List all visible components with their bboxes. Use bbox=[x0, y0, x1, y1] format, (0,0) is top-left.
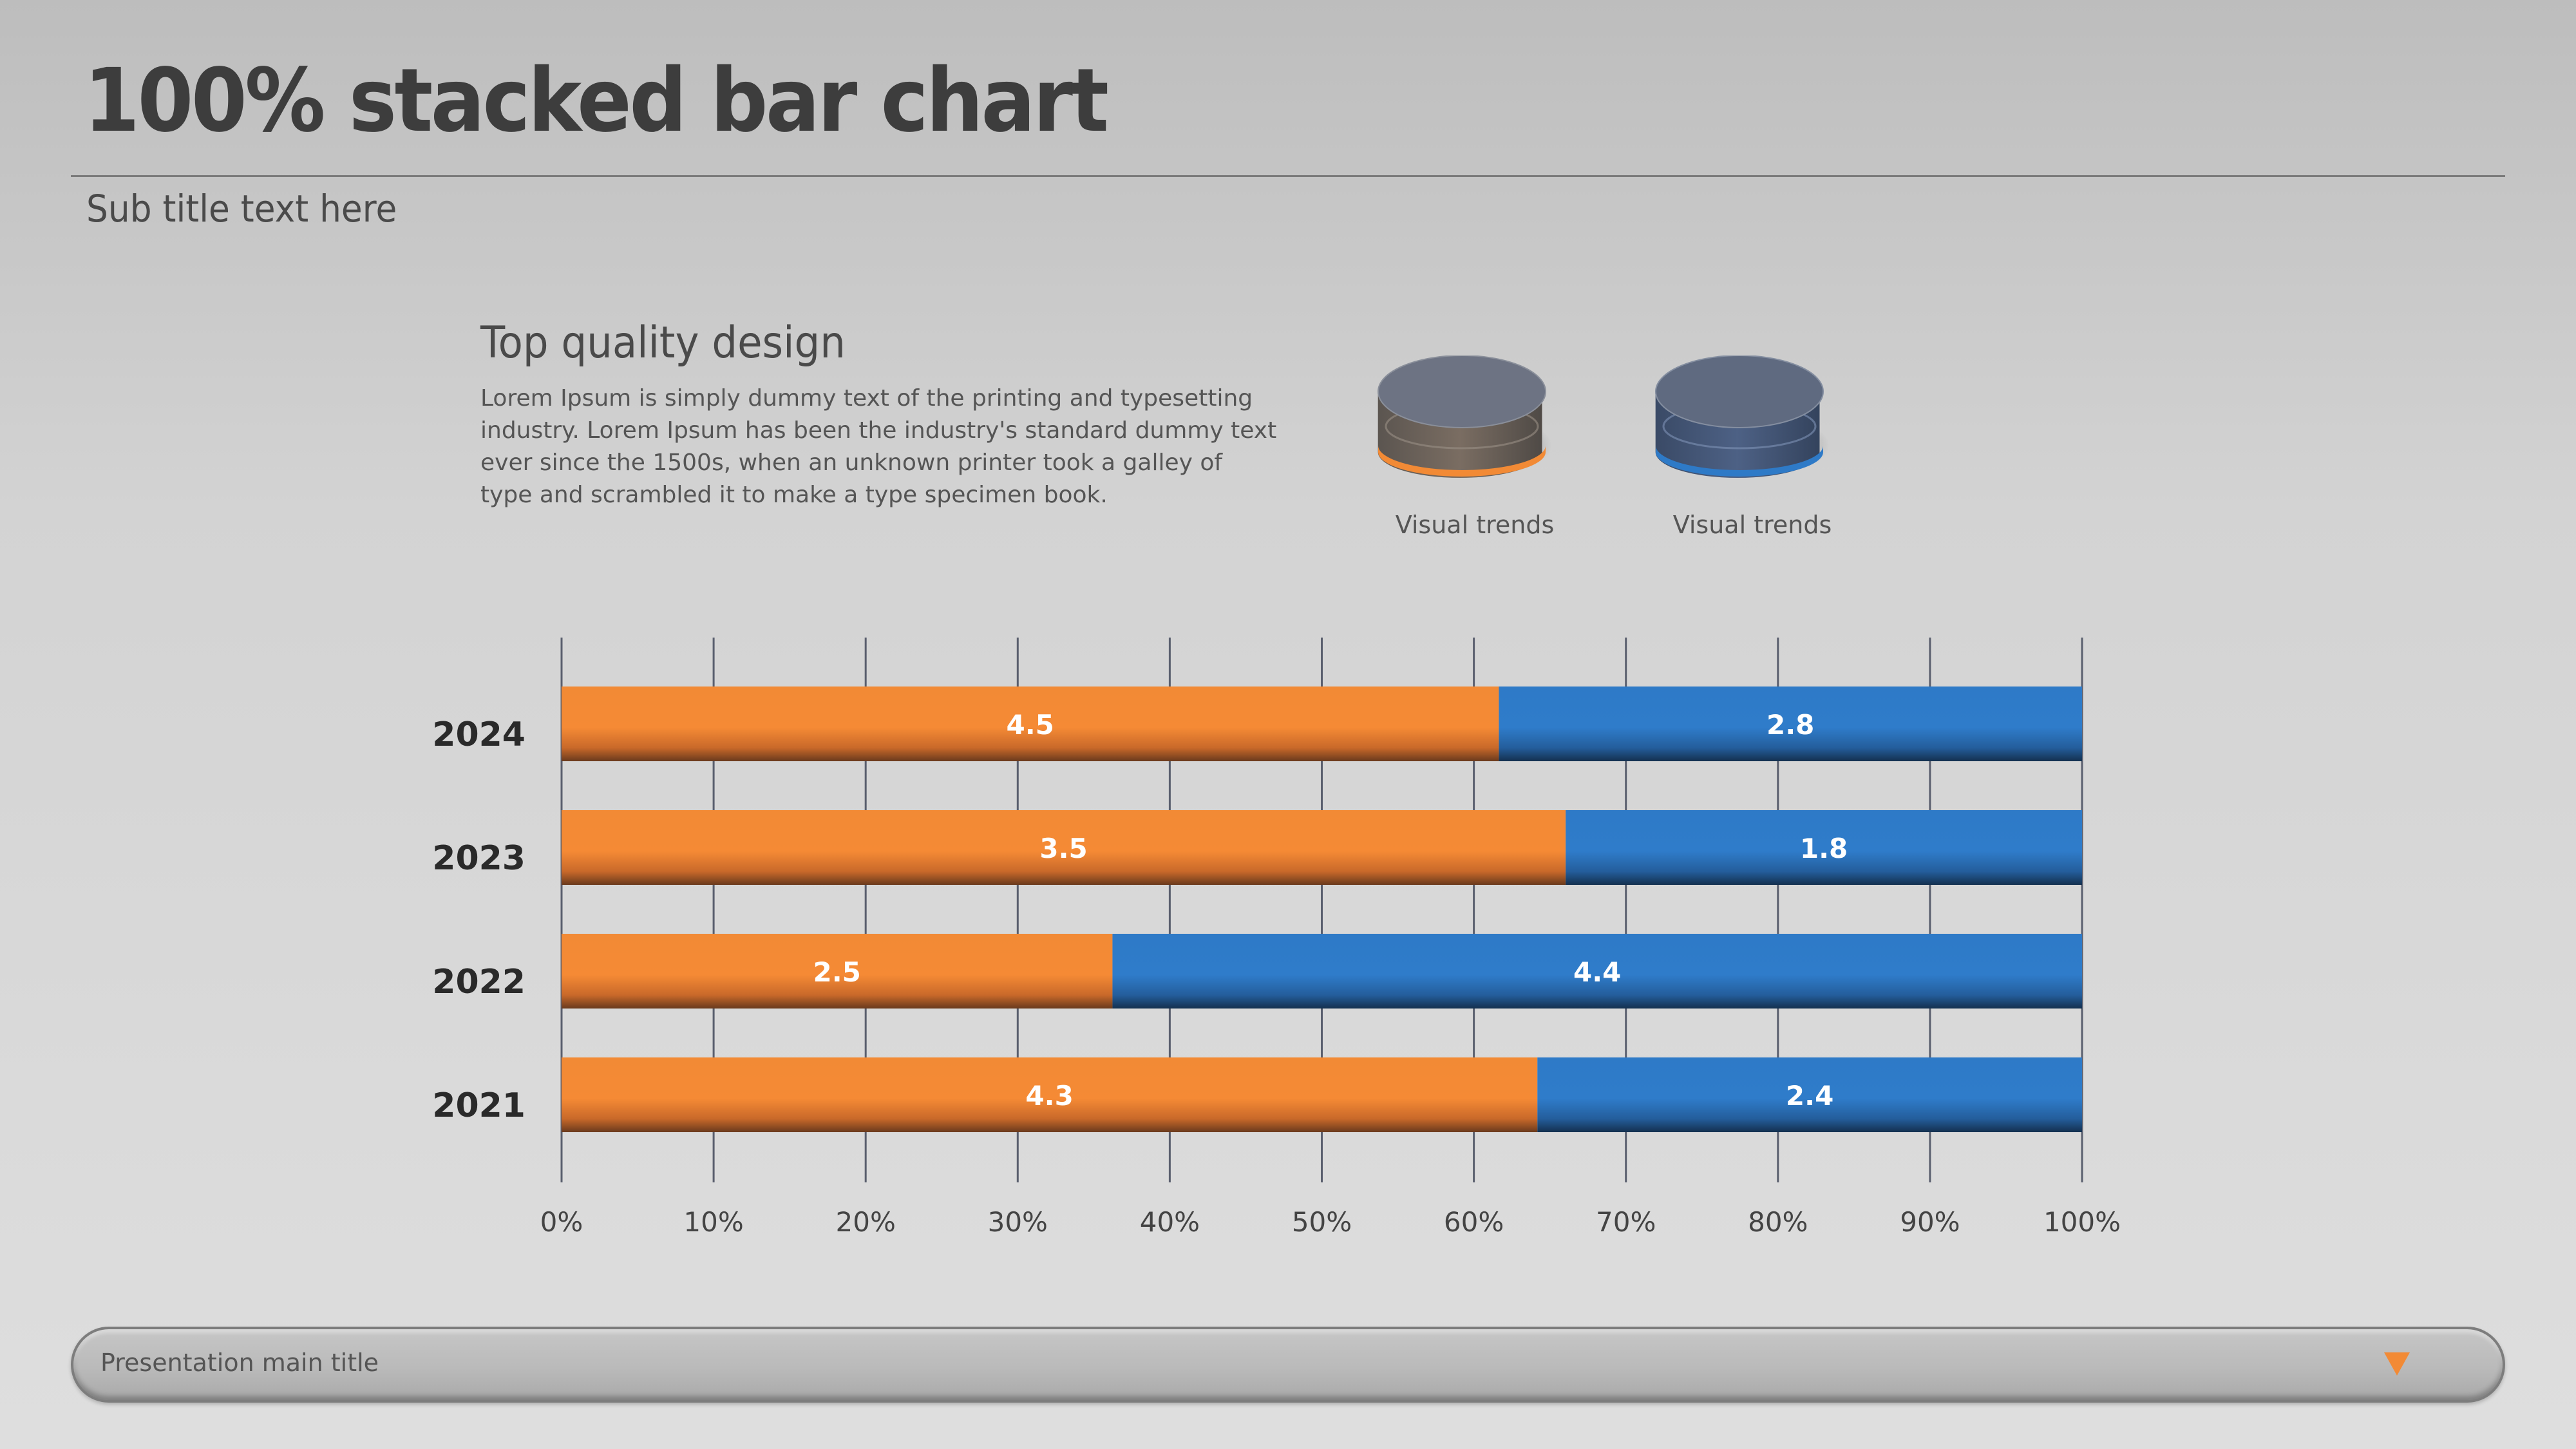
bar-segment bbox=[1537, 1057, 2082, 1132]
triangle-down-icon[interactable] bbox=[2383, 1351, 2411, 1377]
x-tick-label: 50% bbox=[1292, 1206, 1352, 1238]
section-heading: Top quality design bbox=[480, 317, 846, 368]
cylinder-icon bbox=[1655, 355, 1830, 478]
bar-segment bbox=[562, 934, 1113, 1009]
cylinder-base-band bbox=[1656, 446, 1823, 477]
y-category-label: 2024 bbox=[432, 715, 526, 754]
bar-segment bbox=[562, 810, 1566, 885]
bar-segment bbox=[562, 687, 1499, 761]
bar-segment bbox=[1566, 810, 2082, 885]
x-tick-label: 100% bbox=[2043, 1206, 2121, 1238]
data-label: 4.3 bbox=[1025, 1080, 1073, 1112]
cylinder-icon bbox=[1378, 355, 1552, 478]
x-tick-label: 20% bbox=[836, 1206, 896, 1238]
data-label: 2.8 bbox=[1766, 709, 1814, 741]
x-tick-label: 80% bbox=[1748, 1206, 1808, 1238]
data-label: 3.5 bbox=[1039, 833, 1087, 864]
x-tick-label: 60% bbox=[1444, 1206, 1504, 1238]
section-body-text: Lorem Ipsum is simply dummy text of the … bbox=[480, 385, 1277, 508]
x-tick-label: 30% bbox=[988, 1206, 1048, 1238]
data-label: 4.5 bbox=[1007, 709, 1054, 741]
bar-segment bbox=[1499, 687, 2082, 761]
chart-bars bbox=[562, 687, 2082, 1132]
x-tick-label: 10% bbox=[683, 1206, 743, 1238]
footer-bar bbox=[71, 1327, 2505, 1403]
title-divider bbox=[71, 175, 2505, 177]
cylinder-base-band bbox=[1378, 446, 1546, 477]
x-tick-label: 40% bbox=[1140, 1206, 1200, 1238]
bar-segment bbox=[562, 1057, 1538, 1132]
chart-labels: 0% 10% 20% 30% 40% 50% 60% 70% 80% 90% 100% 4.5 2.8 2… bbox=[432, 709, 2121, 1238]
y-category-label: 2021 bbox=[432, 1086, 526, 1125]
x-tick-label: 0% bbox=[540, 1206, 583, 1238]
y-category-label: 2022 bbox=[432, 963, 526, 1001]
data-label: 2.5 bbox=[813, 956, 861, 988]
legend-label: Visual trends bbox=[1672, 511, 1832, 539]
data-label: 1.8 bbox=[1800, 833, 1848, 864]
legend-label: Visual trends bbox=[1395, 511, 1555, 539]
data-label: 4.4 bbox=[1573, 956, 1621, 988]
page-title: 100% stacked bar chart bbox=[84, 50, 1109, 152]
data-label: 2.4 bbox=[1786, 1080, 1833, 1112]
y-category-label: 2023 bbox=[432, 839, 526, 878]
x-tick-label: 90% bbox=[1900, 1206, 1960, 1238]
page-subtitle: Sub title text here bbox=[86, 187, 397, 231]
bar-segment bbox=[1112, 934, 2082, 1009]
x-tick-label: 70% bbox=[1596, 1206, 1656, 1238]
footer-title: Presentation main title bbox=[100, 1349, 379, 1377]
